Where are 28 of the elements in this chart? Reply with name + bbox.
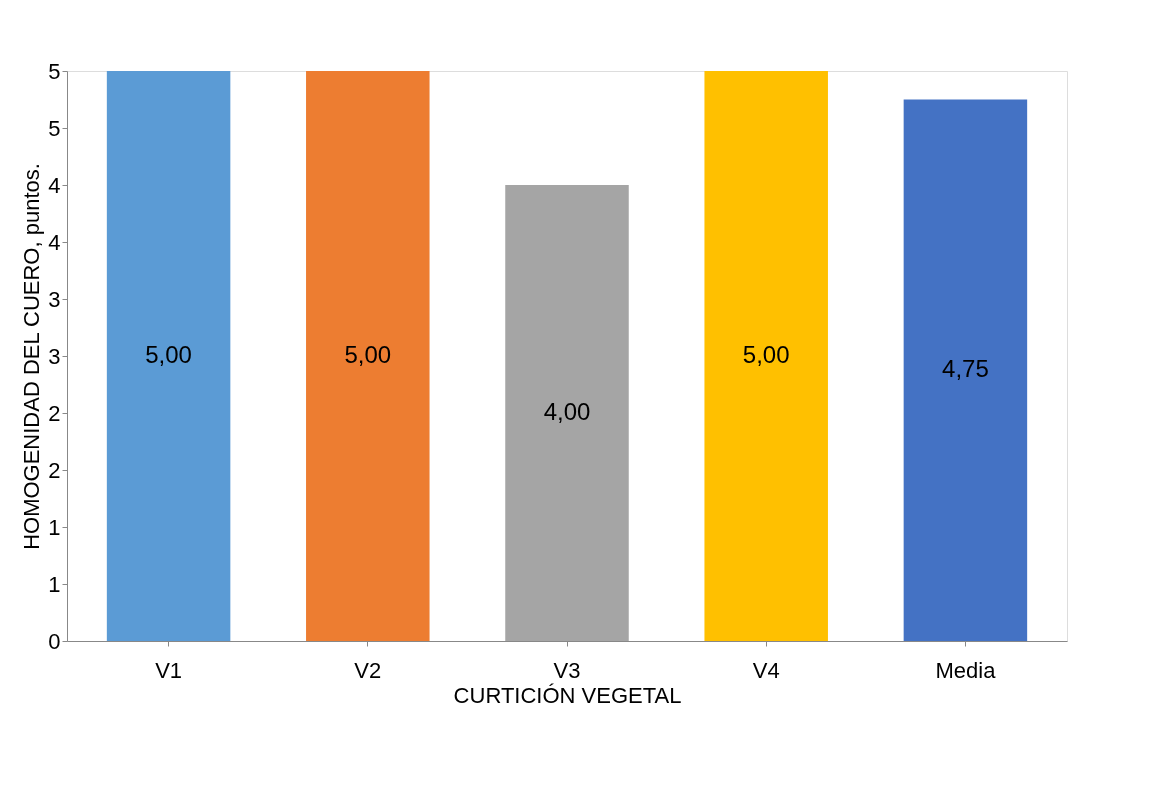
bar	[306, 71, 430, 641]
y-tick-label: 4	[48, 229, 61, 255]
y-axis-title: HOMOGENIDAD DEL CUERO, puntos.	[19, 163, 45, 550]
y-tick-label: 2	[48, 400, 61, 426]
y-tick-label: 3	[48, 286, 61, 312]
x-tick-label: V1	[155, 657, 183, 683]
bar	[505, 185, 629, 641]
y-tick-label: 1	[48, 571, 61, 597]
y-tick-label: 1	[48, 514, 61, 540]
bar	[704, 71, 828, 641]
x-tick-label: V2	[354, 657, 382, 683]
x-tick-label: V4	[752, 657, 780, 683]
bar	[903, 99, 1028, 641]
y-tick-label: 0	[48, 628, 61, 654]
y-tick-label: 3	[48, 343, 61, 369]
data-label: 4,75	[942, 355, 989, 383]
bar	[106, 71, 231, 641]
x-tick-label: V3	[553, 657, 581, 683]
y-tick-label: 4	[48, 172, 61, 198]
y-tick-label: 2	[48, 457, 61, 483]
x-axis-title: CURTICIÓN VEGETAL	[453, 682, 682, 708]
data-label: 5,00	[742, 341, 790, 368]
data-label: 5,00	[145, 341, 192, 368]
data-label: 4,00	[543, 398, 591, 425]
x-tick-label: Media	[935, 657, 997, 683]
y-tick-label: 5	[48, 58, 61, 84]
data-label: 5,00	[344, 341, 392, 368]
y-tick-label: 5	[48, 115, 61, 141]
